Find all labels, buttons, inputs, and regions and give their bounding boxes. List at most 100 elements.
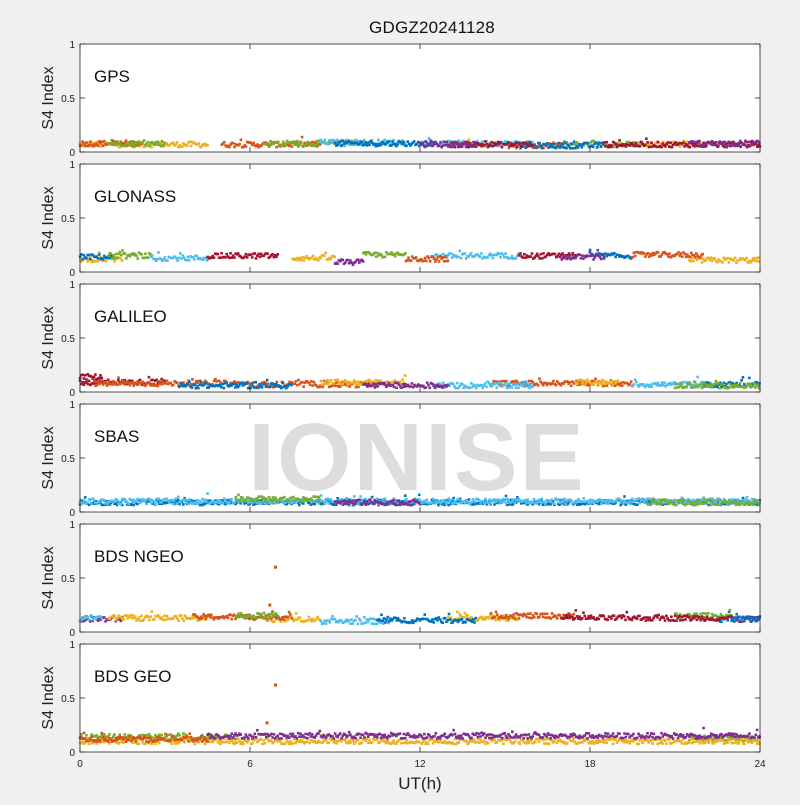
data-point <box>177 619 180 622</box>
data-point <box>223 141 226 144</box>
data-point <box>117 376 120 379</box>
data-point <box>94 260 97 263</box>
data-point <box>556 617 559 620</box>
data-point <box>348 619 351 622</box>
data-point <box>112 254 115 257</box>
data-point <box>637 497 640 500</box>
data-point <box>270 499 273 502</box>
data-point <box>475 145 478 148</box>
data-point <box>413 140 416 143</box>
data-point <box>746 496 749 499</box>
data-point <box>739 504 742 507</box>
data-point <box>698 616 701 619</box>
data-point <box>402 383 405 386</box>
data-point <box>505 380 508 383</box>
data-point <box>734 616 737 619</box>
data-point <box>756 260 759 263</box>
data-point <box>158 382 161 385</box>
data-point <box>743 143 746 146</box>
data-point <box>732 386 735 389</box>
data-point <box>93 380 96 383</box>
data-point <box>623 615 626 618</box>
data-point <box>366 144 369 147</box>
data-point <box>302 385 305 388</box>
data-point <box>188 498 191 501</box>
y-tick-label: 1 <box>69 40 75 51</box>
data-point <box>404 374 407 377</box>
data-point <box>193 258 196 261</box>
data-point <box>646 141 649 144</box>
data-point <box>474 143 477 146</box>
data-point <box>131 142 134 145</box>
data-point <box>295 380 298 383</box>
data-point <box>178 257 181 260</box>
data-point <box>682 619 685 622</box>
data-point <box>557 253 560 256</box>
data-point <box>560 258 563 261</box>
data-point <box>653 500 656 503</box>
data-point <box>275 255 278 258</box>
data-point <box>100 617 103 620</box>
data-point <box>265 498 268 501</box>
data-point <box>490 612 493 615</box>
data-point <box>135 141 138 144</box>
data-point <box>737 498 740 501</box>
data-point <box>345 381 348 384</box>
data-point <box>281 616 284 619</box>
data-point <box>551 382 554 385</box>
data-point <box>470 382 473 385</box>
data-point <box>225 382 228 385</box>
data-point <box>452 383 455 386</box>
data-point <box>188 380 191 383</box>
data-point <box>97 144 100 147</box>
data-point <box>322 622 325 625</box>
data-point <box>435 259 438 262</box>
data-point <box>98 253 101 256</box>
data-point <box>393 386 396 389</box>
data-point <box>581 254 584 257</box>
data-point <box>376 497 379 500</box>
data-point <box>160 378 163 381</box>
data-point <box>671 146 674 149</box>
data-point <box>302 256 305 259</box>
data-point <box>132 504 135 507</box>
data-point <box>573 613 576 616</box>
data-point <box>80 253 83 256</box>
data-point <box>413 503 416 506</box>
data-point <box>235 383 238 386</box>
data-point <box>678 386 681 389</box>
data-point <box>193 383 196 386</box>
data-point <box>589 251 592 254</box>
data-point <box>233 146 236 149</box>
data-point <box>102 145 105 148</box>
data-point <box>592 383 595 386</box>
data-point <box>582 379 585 382</box>
data-point <box>383 139 386 142</box>
data-point <box>396 143 399 146</box>
data-point <box>661 381 664 384</box>
data-point <box>100 377 103 380</box>
data-point <box>721 261 724 264</box>
data-point <box>635 381 638 384</box>
data-point <box>647 619 650 622</box>
data-point <box>563 617 566 620</box>
data-point <box>460 618 463 621</box>
data-point <box>531 141 534 144</box>
data-point <box>689 383 692 386</box>
data-point <box>744 498 747 501</box>
data-point <box>314 495 317 498</box>
data-point <box>301 381 304 384</box>
data-point <box>406 503 409 506</box>
data-point <box>507 499 510 502</box>
data-point <box>753 259 756 262</box>
data-point <box>574 609 577 612</box>
data-point <box>233 256 236 259</box>
data-point <box>457 255 460 258</box>
data-point <box>591 499 594 502</box>
data-point <box>291 145 294 148</box>
data-point <box>261 386 264 389</box>
data-point <box>489 144 492 147</box>
data-point <box>245 499 248 502</box>
data-point <box>452 497 455 500</box>
